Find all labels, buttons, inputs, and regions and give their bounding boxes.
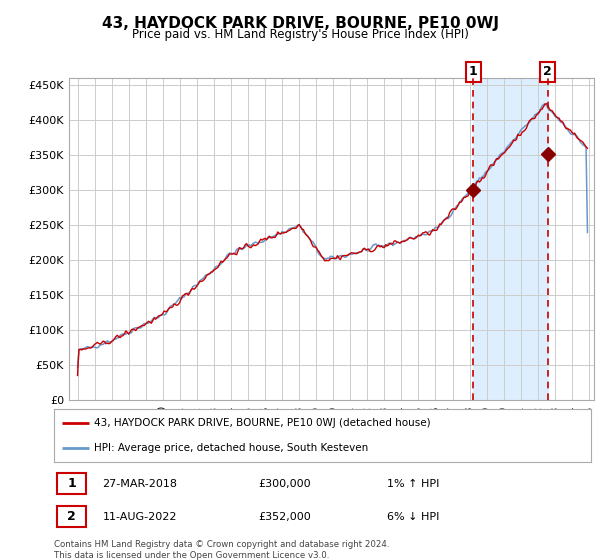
FancyBboxPatch shape — [56, 473, 86, 494]
FancyBboxPatch shape — [56, 506, 86, 527]
Text: 6% ↓ HPI: 6% ↓ HPI — [387, 512, 439, 521]
Text: 11-AUG-2022: 11-AUG-2022 — [103, 512, 177, 521]
Text: 2: 2 — [544, 66, 552, 78]
Text: 2: 2 — [67, 510, 76, 523]
Text: HPI: Average price, detached house, South Kesteven: HPI: Average price, detached house, Sout… — [94, 442, 368, 452]
Text: 27-MAR-2018: 27-MAR-2018 — [103, 479, 178, 488]
Text: 43, HAYDOCK PARK DRIVE, BOURNE, PE10 0WJ (detached house): 43, HAYDOCK PARK DRIVE, BOURNE, PE10 0WJ… — [94, 418, 431, 428]
Text: £352,000: £352,000 — [258, 512, 311, 521]
Text: 1% ↑ HPI: 1% ↑ HPI — [387, 479, 439, 488]
Text: 1: 1 — [469, 66, 478, 78]
Text: £300,000: £300,000 — [258, 479, 311, 488]
Text: 43, HAYDOCK PARK DRIVE, BOURNE, PE10 0WJ: 43, HAYDOCK PARK DRIVE, BOURNE, PE10 0WJ — [101, 16, 499, 31]
Text: Contains HM Land Registry data © Crown copyright and database right 2024.
This d: Contains HM Land Registry data © Crown c… — [54, 540, 389, 560]
Text: Price paid vs. HM Land Registry's House Price Index (HPI): Price paid vs. HM Land Registry's House … — [131, 28, 469, 41]
Bar — [473, 78, 548, 400]
Text: 1: 1 — [67, 477, 76, 490]
